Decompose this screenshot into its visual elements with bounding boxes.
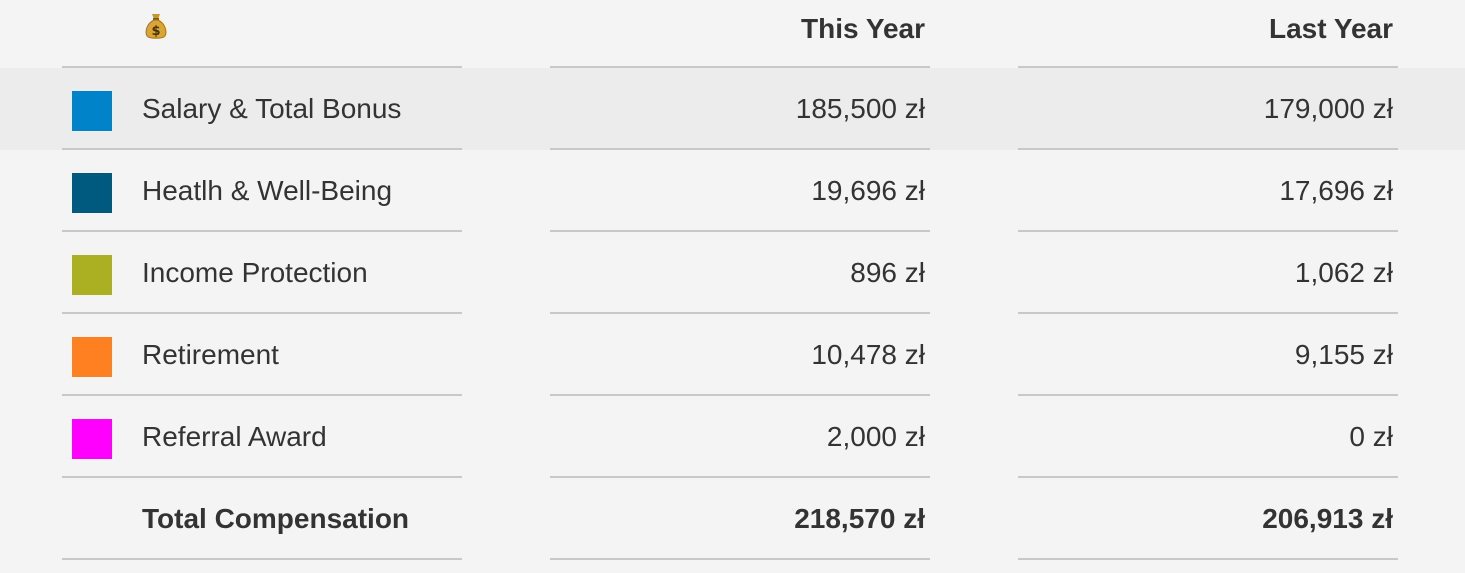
row-label: Income Protection <box>142 257 368 288</box>
row-label: Referral Award <box>142 421 327 452</box>
this-year-cell: 896 zł <box>550 232 930 314</box>
table-row[interactable]: Heatlh & Well-Being 19,696 zł 17,696 zł <box>0 150 1465 232</box>
total-last-year-cell: 206,913 zł <box>1018 478 1398 560</box>
table-row[interactable]: Retirement 10,478 zł 9,155 zł <box>0 314 1465 396</box>
header-last-year: Last Year <box>1268 13 1393 44</box>
total-row: Total Compensation 218,570 zł 206,913 zł <box>0 478 1465 560</box>
row-label: Retirement <box>142 339 279 370</box>
header-this-year: This Year <box>800 13 925 44</box>
this-year-value: 10,478 zł <box>811 339 925 370</box>
total-this-year-cell: 218,570 zł <box>550 478 930 560</box>
last-year-value: 0 zł <box>1349 421 1393 452</box>
color-swatch <box>72 173 112 213</box>
last-year-cell: 9,155 zł <box>1018 314 1398 396</box>
svg-text:$: $ <box>151 24 160 39</box>
color-swatch <box>72 91 112 131</box>
last-year-cell: 1,062 zł <box>1018 232 1398 314</box>
label-cell: Referral Award <box>62 396 462 478</box>
label-cell: Income Protection <box>62 232 462 314</box>
color-swatch <box>72 337 112 377</box>
last-year-cell: 0 zł <box>1018 396 1398 478</box>
last-year-value: 1,062 zł <box>1294 257 1393 288</box>
total-label: Total Compensation <box>142 503 410 534</box>
header-this-year-cell: This Year <box>550 0 930 68</box>
header-label-cell: $ <box>62 0 462 68</box>
this-year-cell: 185,500 zł <box>550 68 930 150</box>
label-cell: Heatlh & Well-Being <box>62 150 462 232</box>
label-cell: Salary & Total Bonus <box>62 68 462 150</box>
last-year-value: 17,696 zł <box>1279 175 1393 206</box>
table-header: $ This Year Last Year <box>0 0 1465 82</box>
color-swatch <box>72 255 112 295</box>
last-year-value: 179,000 zł <box>1263 93 1393 124</box>
last-year-cell: 179,000 zł <box>1018 68 1398 150</box>
this-year-cell: 10,478 zł <box>550 314 930 396</box>
this-year-value: 896 zł <box>850 257 925 288</box>
last-year-value: 9,155 zł <box>1294 339 1393 370</box>
total-this-year: 218,570 zł <box>794 503 925 534</box>
this-year-cell: 19,696 zł <box>550 150 930 232</box>
total-last-year: 206,913 zł <box>1262 503 1393 534</box>
total-label-cell: Total Compensation <box>62 478 462 560</box>
table-row[interactable]: Referral Award 2,000 zł 0 zł <box>0 396 1465 478</box>
this-year-value: 2,000 zł <box>826 421 925 452</box>
row-label: Salary & Total Bonus <box>142 93 402 124</box>
row-label: Heatlh & Well-Being <box>142 175 393 206</box>
label-cell: Retirement <box>62 314 462 396</box>
color-swatch <box>72 419 112 459</box>
this-year-value: 185,500 zł <box>795 93 925 124</box>
this-year-value: 19,696 zł <box>811 175 925 206</box>
money-bag-icon: $ <box>145 14 167 39</box>
table-row[interactable]: Salary & Total Bonus 185,500 zł 179,000 … <box>0 68 1465 150</box>
header-last-year-cell: Last Year <box>1018 0 1398 68</box>
this-year-cell: 2,000 zł <box>550 396 930 478</box>
last-year-cell: 17,696 zł <box>1018 150 1398 232</box>
table-row[interactable]: Income Protection 896 zł 1,062 zł <box>0 232 1465 314</box>
